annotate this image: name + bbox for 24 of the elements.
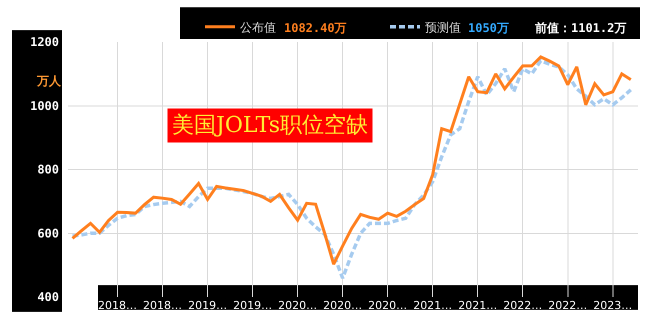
y-tick-label: 400 <box>37 290 59 304</box>
x-tick-label: 2023… <box>593 299 632 312</box>
x-tick-label: 2018… <box>98 299 138 312</box>
y-axis-title: 万人 <box>36 74 62 88</box>
y-tick-label: 1000 <box>30 98 59 113</box>
text: 美国JOLTs职位空缺 <box>172 113 368 138</box>
text: 1050万 <box>468 21 509 35</box>
x-tick-label: 2020… <box>323 299 362 312</box>
y-tick-label: 600 <box>37 226 59 240</box>
text: 1082.40万 <box>284 21 347 35</box>
y-tick-label: 800 <box>37 162 59 177</box>
text: 前值：1101.2万 <box>534 21 626 35</box>
x-tick-label: 2020… <box>278 299 318 312</box>
x-tick-label: 2020… <box>368 299 408 312</box>
x-tick-label: 2022… <box>548 299 588 312</box>
y-tick-label: 1200 <box>30 35 59 50</box>
x-tick-label: 2018… <box>143 299 182 312</box>
x-tick-label: 2022… <box>503 299 542 312</box>
x-tick-label: 2021… <box>413 299 452 312</box>
legend-label: 公布值 <box>240 20 276 34</box>
x-tick-label: 2019… <box>233 299 272 312</box>
x-tick-label: 2019… <box>188 299 228 312</box>
legend-label: 预测值 <box>425 20 461 34</box>
x-tick-label: 2021… <box>458 299 498 312</box>
